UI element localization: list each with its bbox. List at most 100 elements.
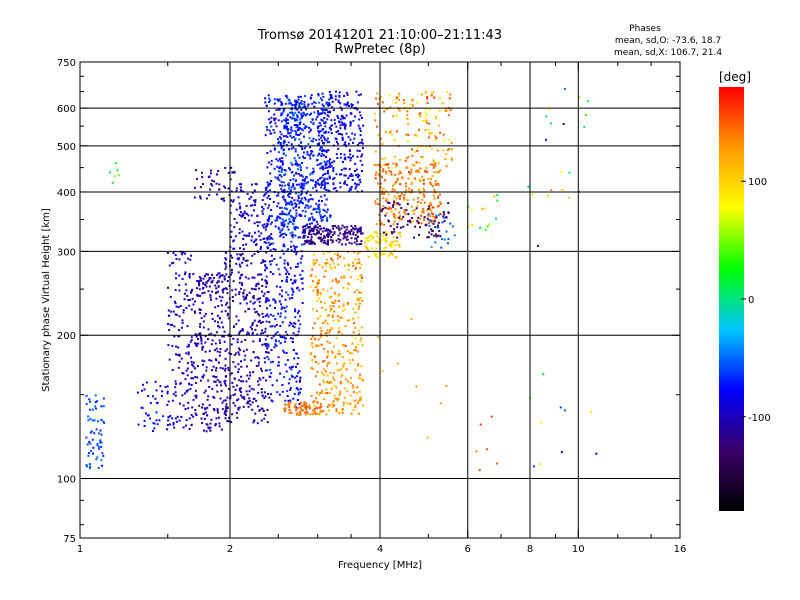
data-point	[231, 296, 234, 298]
data-point	[360, 326, 363, 329]
data-point	[318, 211, 321, 214]
data-point	[416, 219, 419, 222]
data-point	[431, 91, 433, 94]
data-point	[321, 200, 323, 202]
data-point	[153, 422, 156, 425]
data-point	[419, 214, 422, 217]
data-point	[324, 125, 327, 128]
data-point	[296, 133, 299, 136]
data-point	[278, 393, 281, 396]
data-point	[237, 257, 240, 260]
data-point	[248, 219, 251, 222]
data-point	[310, 367, 313, 369]
data-point	[284, 399, 287, 402]
data-point	[220, 389, 223, 392]
data-point	[288, 195, 291, 198]
data-point	[351, 358, 354, 361]
data-point	[303, 196, 306, 199]
data-point	[399, 158, 401, 161]
data-point	[205, 414, 208, 417]
data-point	[277, 356, 280, 359]
data-point	[266, 238, 269, 241]
data-point	[329, 371, 332, 374]
data-point	[333, 118, 336, 121]
data-point	[426, 214, 429, 217]
data-point	[292, 183, 295, 186]
data-point	[176, 353, 179, 356]
data-point	[309, 413, 312, 416]
data-point	[411, 148, 414, 151]
data-point	[318, 263, 321, 266]
data-point	[343, 95, 346, 97]
data-point	[395, 96, 398, 99]
data-point	[332, 345, 335, 348]
data-point	[291, 216, 294, 219]
data-point	[231, 171, 234, 174]
data-point	[268, 244, 271, 247]
data-point	[405, 185, 408, 188]
data-point	[294, 137, 297, 140]
data-point	[280, 120, 283, 123]
data-point	[190, 371, 193, 374]
data-point	[197, 342, 200, 345]
data-point	[207, 273, 209, 276]
y-tick-label: 600	[57, 104, 76, 115]
data-point	[180, 253, 183, 256]
data-point	[310, 240, 313, 243]
data-point	[288, 411, 291, 414]
data-point	[319, 236, 322, 239]
data-point	[304, 241, 307, 244]
data-point	[221, 408, 224, 411]
data-point	[331, 234, 334, 237]
data-point	[409, 219, 411, 222]
data-point	[319, 148, 321, 151]
data-point	[166, 252, 169, 254]
data-point	[337, 299, 340, 302]
data-point	[434, 182, 437, 185]
data-point	[208, 175, 211, 178]
data-point	[433, 96, 436, 99]
data-point	[264, 369, 267, 372]
data-point	[325, 334, 328, 337]
data-point	[324, 162, 327, 165]
data-point	[415, 133, 417, 136]
data-point	[253, 241, 255, 243]
data-point	[392, 205, 395, 208]
data-point	[288, 211, 291, 214]
data-point	[344, 180, 347, 183]
data-point	[287, 263, 290, 266]
data-point	[251, 333, 254, 335]
data-point	[187, 299, 190, 301]
data-point	[243, 298, 246, 301]
data-point	[432, 185, 434, 188]
data-point	[440, 246, 443, 249]
data-point	[329, 165, 332, 168]
data-point	[290, 322, 293, 325]
data-point	[309, 157, 312, 160]
data-point	[279, 184, 281, 187]
data-point	[174, 386, 177, 389]
data-point	[198, 284, 201, 287]
data-point	[348, 149, 351, 152]
data-point	[283, 262, 286, 265]
data-point	[382, 197, 385, 200]
data-point	[430, 209, 433, 212]
data-point	[578, 96, 581, 99]
data-point	[336, 398, 339, 401]
data-point	[258, 377, 261, 380]
y-tick-label: 75	[63, 534, 76, 545]
data-point	[246, 402, 249, 405]
data-point	[241, 282, 244, 285]
data-point	[427, 136, 430, 139]
data-point	[216, 281, 219, 284]
data-point	[393, 201, 396, 204]
data-point	[244, 310, 247, 313]
data-point	[280, 221, 283, 224]
data-point	[307, 143, 310, 145]
data-point	[277, 99, 280, 102]
data-point	[350, 242, 353, 245]
data-point	[288, 201, 291, 204]
data-point	[358, 333, 360, 336]
data-point	[374, 177, 377, 180]
data-point	[437, 234, 440, 237]
